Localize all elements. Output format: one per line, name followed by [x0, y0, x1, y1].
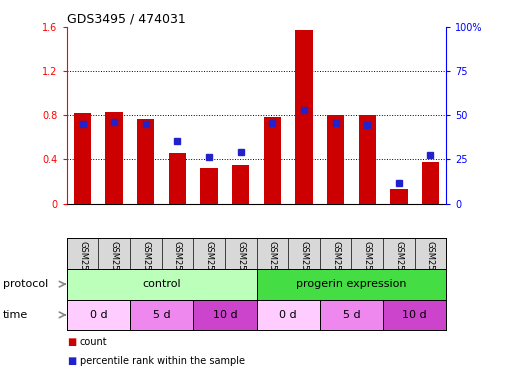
Text: GSM255831: GSM255831: [331, 240, 340, 291]
Text: 0 d: 0 d: [89, 310, 107, 320]
Text: time: time: [3, 310, 28, 320]
Bar: [193, 300, 256, 330]
Text: ■: ■: [67, 356, 76, 366]
Bar: [359, 115, 376, 204]
Text: percentile rank within the sample: percentile rank within the sample: [80, 356, 245, 366]
Text: GSM255832: GSM255832: [363, 240, 372, 291]
Text: GSM255806: GSM255806: [110, 240, 119, 291]
Bar: [201, 168, 218, 204]
Text: 5 d: 5 d: [343, 310, 360, 320]
Text: 0 d: 0 d: [279, 310, 297, 320]
Bar: [422, 162, 439, 204]
Text: count: count: [80, 337, 107, 347]
Bar: [390, 189, 407, 204]
Bar: [169, 153, 186, 204]
Text: GSM255829: GSM255829: [268, 240, 277, 291]
Bar: [130, 300, 193, 330]
Bar: [320, 300, 383, 330]
Text: progerin expression: progerin expression: [296, 279, 407, 289]
Bar: [327, 115, 344, 204]
Bar: [264, 118, 281, 204]
Text: GSM255808: GSM255808: [173, 240, 182, 291]
Bar: [74, 113, 91, 204]
Bar: [67, 269, 256, 300]
Text: GSM255830: GSM255830: [300, 240, 308, 291]
Text: 5 d: 5 d: [153, 310, 170, 320]
Bar: [256, 300, 320, 330]
Text: GSM255834: GSM255834: [426, 240, 435, 291]
Text: ■: ■: [67, 337, 76, 347]
Text: 10 d: 10 d: [212, 310, 237, 320]
Bar: [67, 300, 130, 330]
Bar: [137, 119, 154, 204]
Text: GSM255809: GSM255809: [205, 240, 213, 291]
Bar: [256, 269, 446, 300]
Text: control: control: [142, 279, 181, 289]
Text: GSM255774: GSM255774: [78, 240, 87, 291]
Text: GSM255807: GSM255807: [141, 240, 150, 291]
Text: protocol: protocol: [3, 279, 48, 289]
Text: 10 d: 10 d: [402, 310, 427, 320]
Text: GSM255828: GSM255828: [236, 240, 245, 291]
Text: GSM255833: GSM255833: [394, 240, 403, 291]
Bar: [383, 300, 446, 330]
Bar: [295, 30, 312, 204]
Bar: [106, 112, 123, 204]
Text: GDS3495 / 474031: GDS3495 / 474031: [67, 13, 185, 26]
Bar: [232, 165, 249, 204]
